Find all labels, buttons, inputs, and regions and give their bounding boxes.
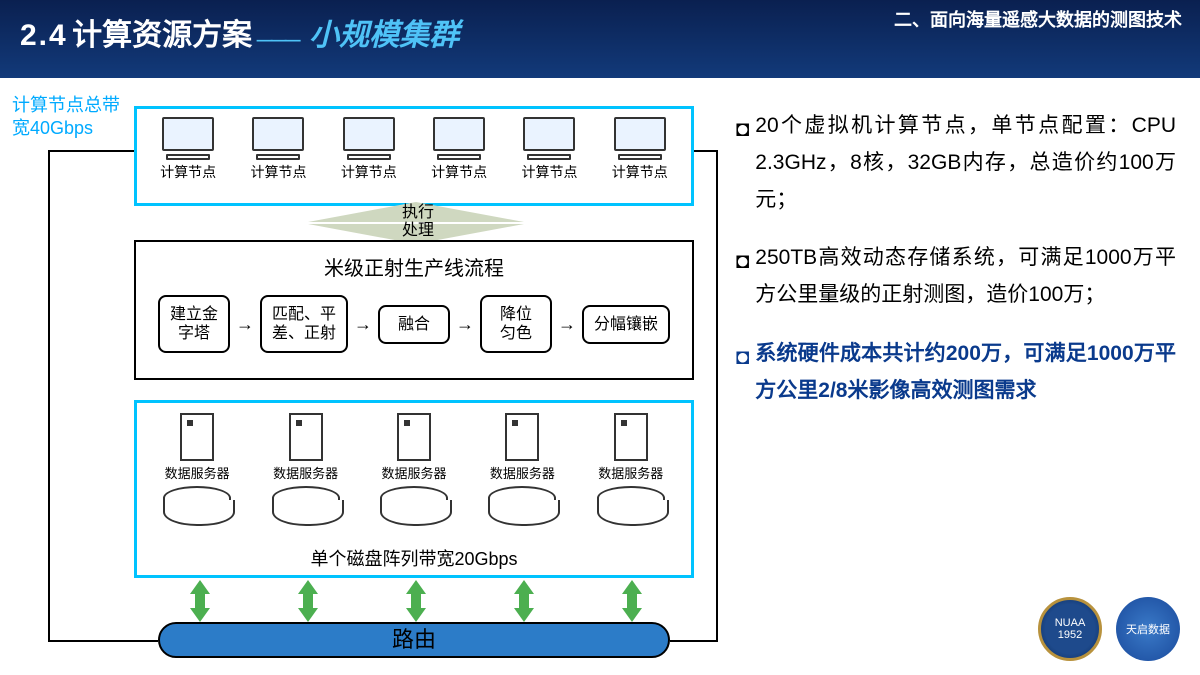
servers-box: 数据服务器数据服务器数据服务器数据服务器数据服务器 单个磁盘阵列带宽20Gbps [134, 400, 694, 578]
pipeline-stage: 降位匀色 [480, 295, 552, 353]
disk-bandwidth-label: 单个磁盘阵列带宽20Gbps [137, 545, 691, 571]
router: 路由 [158, 622, 670, 658]
bullet-glyph: ◘ [736, 242, 749, 314]
bullet-item: ◘系统硬件成本共计约200万，可满足1000万平方公里2/8米影像高效测图需求 [736, 336, 1176, 410]
slide-body: 计算节点总带宽40Gbps 计算节点计算节点计算节点计算节点计算节点计算节点 执… [0, 78, 1200, 675]
bidir-arrow-icon [192, 580, 208, 620]
logos: NUAA1952 天启数据 [1038, 597, 1180, 661]
wire [48, 150, 50, 640]
wire [716, 150, 718, 640]
exec-label: 执行处理 [348, 202, 488, 242]
data-server: 数据服务器 [488, 413, 556, 516]
title-dash: ——— [257, 32, 299, 49]
pipeline-stage: 分幅镶嵌 [582, 305, 670, 344]
section-title: 计算资源方案 [72, 19, 252, 52]
bullet-glyph: ◘ [736, 110, 749, 218]
bidir-arrow-icon [408, 580, 424, 620]
section-number: 2.4 [20, 19, 68, 52]
bullet-text: 系统硬件成本共计约200万，可满足1000万平方公里2/8米影像高效测图需求 [755, 336, 1176, 410]
wire [694, 150, 718, 152]
wire [48, 150, 134, 152]
arrow-right-icon: → [354, 314, 372, 335]
bullets-panel: ◘20个虚拟机计算节点，单节点配置：CPU 2.3GHz，8核，32GB内存，总… [728, 78, 1200, 675]
bidir-arrow-icon [516, 580, 532, 620]
bidir-arrow-icon [300, 580, 316, 620]
pipeline-title: 米级正射生产线流程 [136, 252, 692, 281]
pipeline-stage: 匹配、平差、正射 [260, 295, 348, 353]
arrow-right-icon: → [236, 314, 254, 335]
section-subtitle: 小规模集群 [309, 19, 459, 52]
slide-header: 2.4 计算资源方案 ——— 小规模集群 二、面向海量遥感大数据的测图技术 [0, 0, 1200, 78]
nuaa-logo: NUAA1952 [1038, 597, 1102, 661]
bidir-arrow-icon [624, 580, 640, 620]
pipeline-stage: 融合 [378, 305, 450, 344]
data-server: 数据服务器 [380, 413, 448, 516]
wire [670, 640, 718, 642]
compute-node: 计算节点 [431, 117, 487, 182]
compute-node: 计算节点 [341, 117, 397, 182]
arrow-right-icon: → [456, 314, 474, 335]
bullet-text: 250TB高效动态存储系统，可满足1000万平方公里量级的正射测图，造价100万… [755, 240, 1176, 314]
tianqi-logo: 天启数据 [1116, 597, 1180, 661]
bullet-text: 20个虚拟机计算节点，单节点配置：CPU 2.3GHz，8核，32GB内存，总造… [755, 108, 1176, 218]
compute-node: 计算节点 [521, 117, 577, 182]
compute-node: 计算节点 [250, 117, 306, 182]
arrow-right-icon: → [558, 314, 576, 335]
data-server: 数据服务器 [597, 413, 665, 516]
bullet-item: ◘20个虚拟机计算节点，单节点配置：CPU 2.3GHz，8核，32GB内存，总… [736, 108, 1176, 218]
pipeline-box: 米级正射生产线流程 建立金字塔 → 匹配、平差、正射 → 融合 → 降位匀色 → 分幅镶嵌 [134, 240, 694, 380]
chapter-title: 二、面向海量遥感大数据的测图技术 [894, 6, 1182, 32]
data-server: 数据服务器 [163, 413, 231, 516]
wire [48, 640, 158, 642]
compute-nodes-box: 计算节点计算节点计算节点计算节点计算节点计算节点 [134, 106, 694, 206]
bandwidth-label: 计算节点总带宽40Gbps [12, 94, 122, 139]
pipeline-stage: 建立金字塔 [158, 295, 230, 353]
compute-node: 计算节点 [612, 117, 668, 182]
data-server: 数据服务器 [272, 413, 340, 516]
bullet-item: ◘250TB高效动态存储系统，可满足1000万平方公里量级的正射测图，造价100… [736, 240, 1176, 314]
architecture-diagram: 计算节点总带宽40Gbps 计算节点计算节点计算节点计算节点计算节点计算节点 执… [8, 90, 728, 650]
exec-arrow: 执行处理 [308, 202, 524, 244]
compute-node: 计算节点 [160, 117, 216, 182]
bullet-glyph: ◘ [736, 338, 749, 410]
